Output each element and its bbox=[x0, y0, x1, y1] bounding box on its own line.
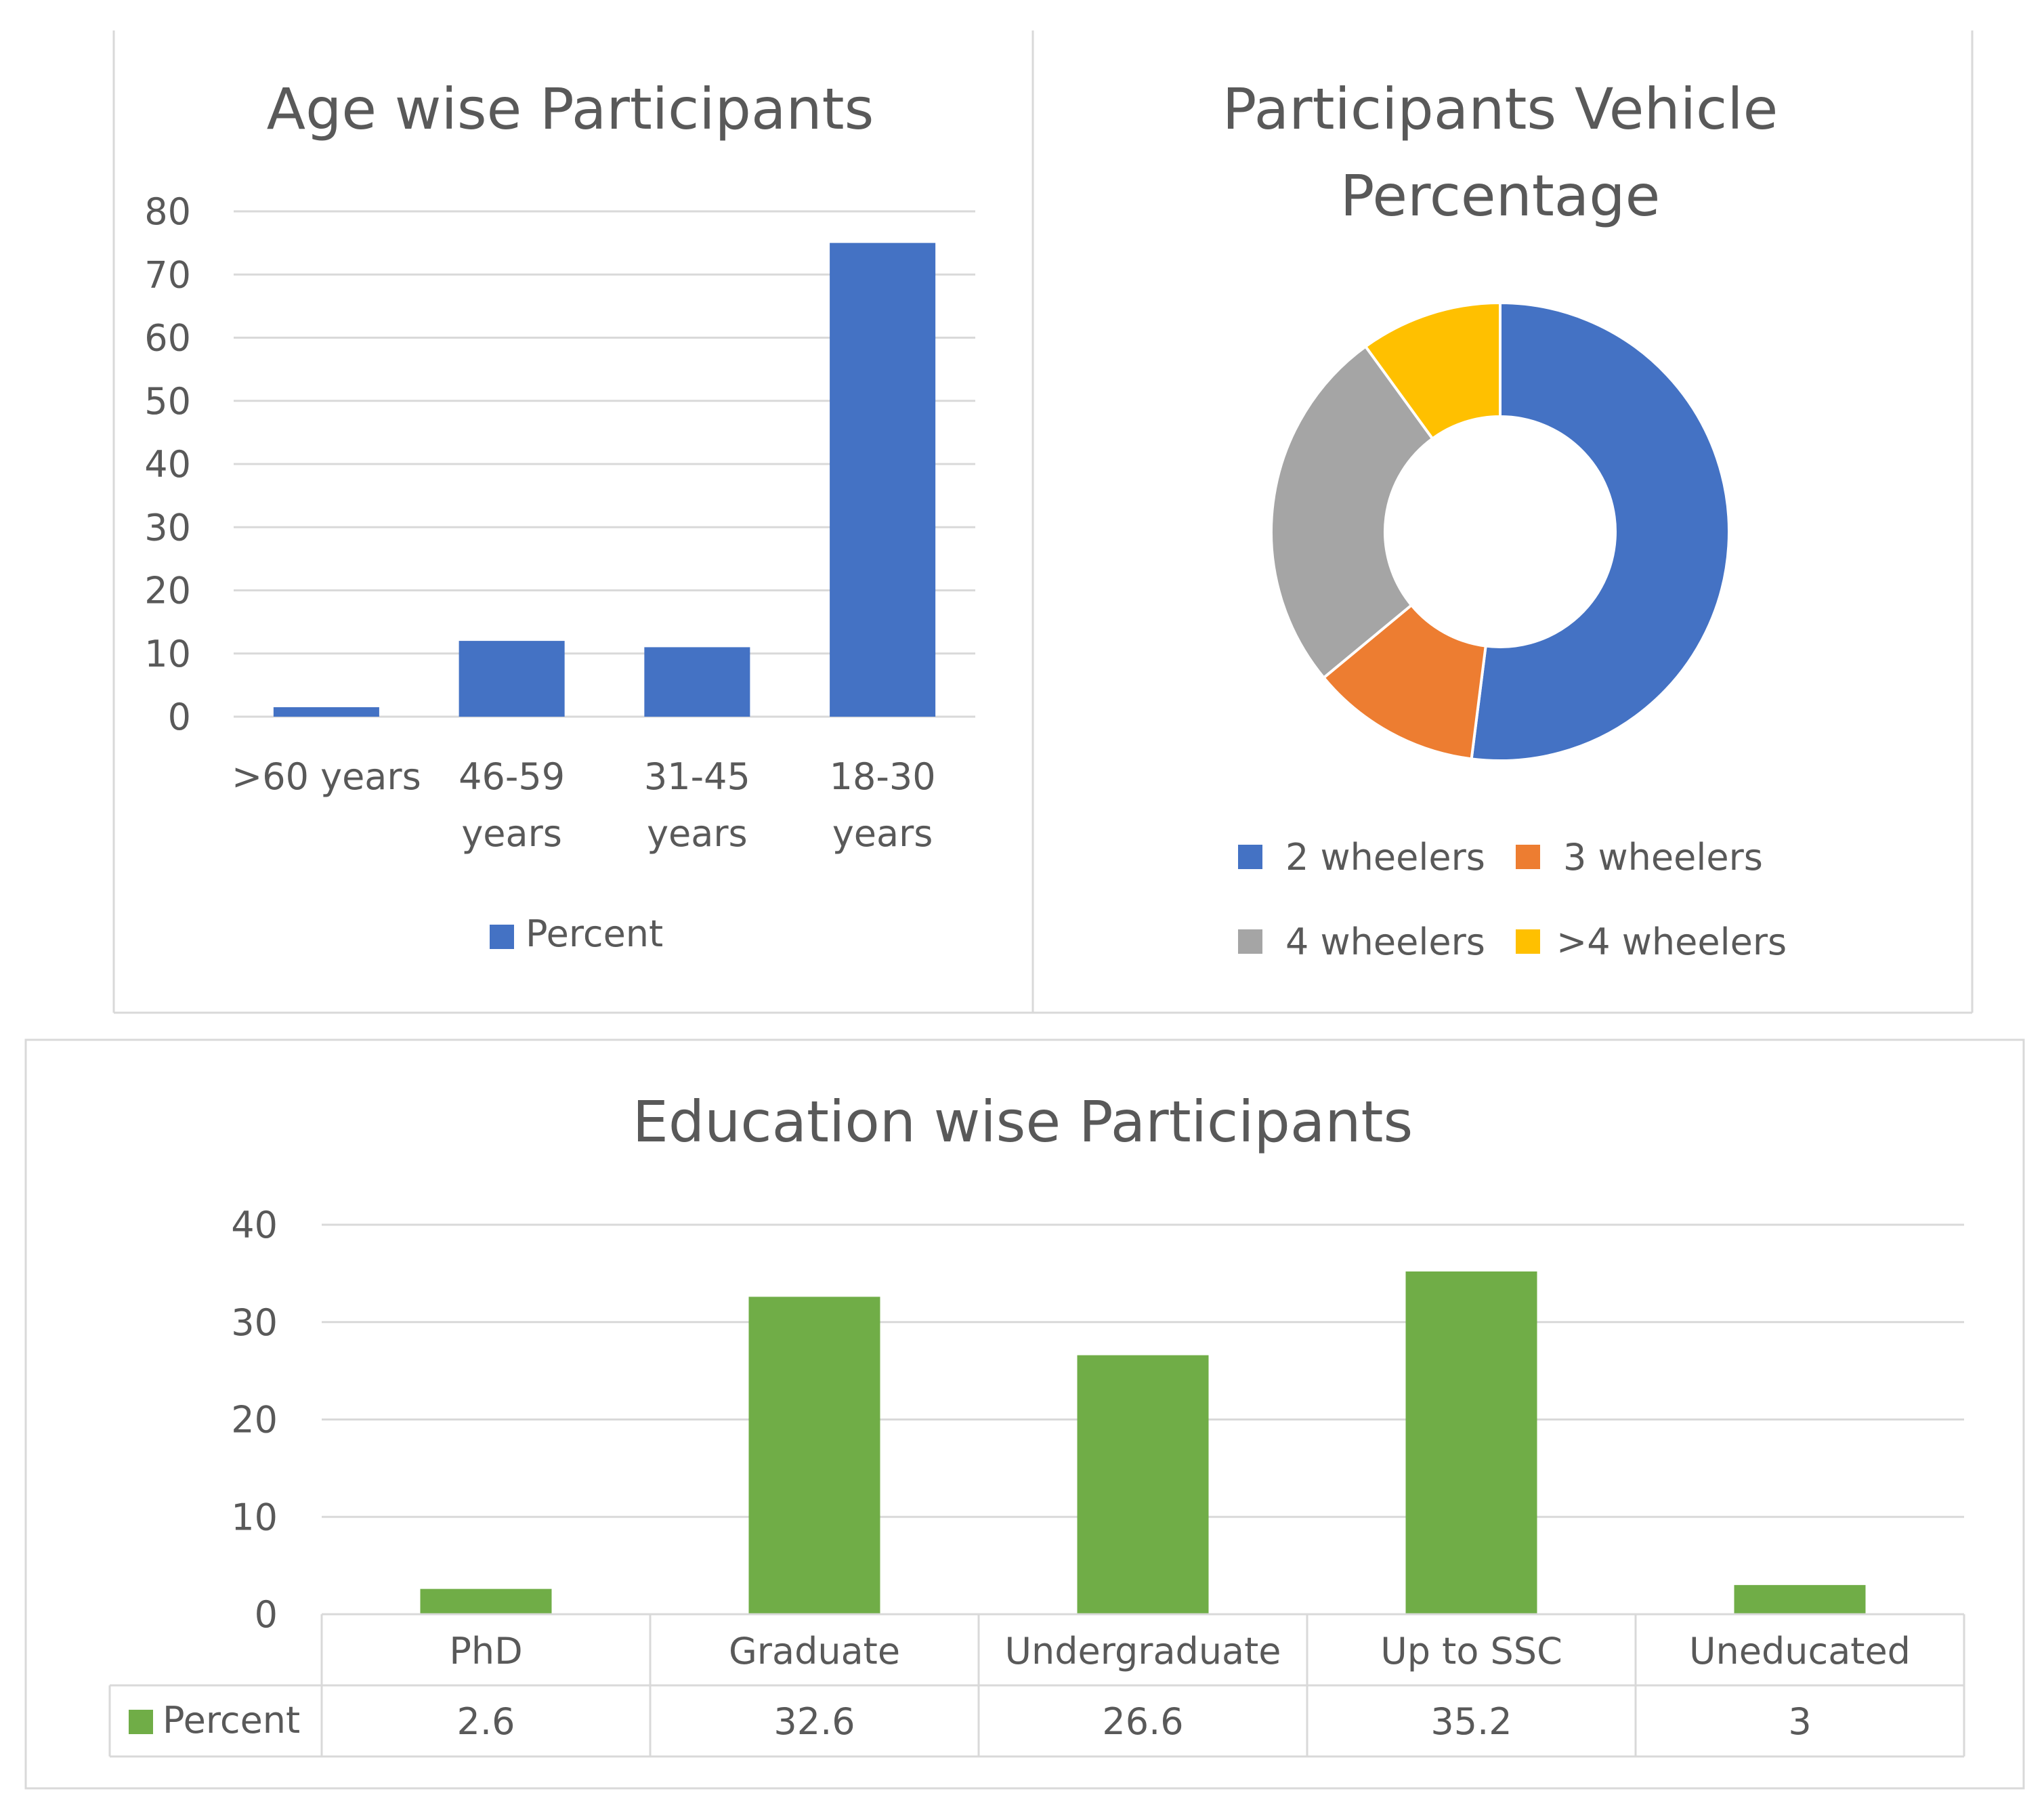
age-x-tick-label: years bbox=[832, 812, 933, 855]
age-bars bbox=[273, 243, 936, 717]
age-bar bbox=[830, 243, 936, 717]
panel-education-border bbox=[24, 1038, 2025, 1790]
education-bar bbox=[1077, 1355, 1209, 1614]
education-category-label: Uneducated bbox=[1689, 1630, 1911, 1672]
donut-slice bbox=[1321, 603, 1487, 761]
age-y-tick-label: 80 bbox=[144, 190, 191, 233]
education-chart: Education wise Participants 0 10 20 30 40 Ph… bbox=[108, 1089, 1965, 1758]
education-y-tick-label: 10 bbox=[231, 1496, 278, 1538]
education-y-tick-label: 20 bbox=[231, 1399, 278, 1441]
age-x-tick-label: 46-59 bbox=[459, 755, 565, 798]
vehicle-chart: Participants Vehicle Percentage 2 wheele… bbox=[1222, 76, 1787, 963]
vehicle-legend-swatch bbox=[1516, 845, 1540, 869]
education-table-value: 2.6 bbox=[457, 1700, 515, 1743]
education-bar bbox=[1405, 1271, 1537, 1614]
age-x-ticks: >60 years 46-59 years 31-45 years 18-30 years bbox=[232, 755, 936, 855]
age-bar bbox=[273, 707, 379, 717]
age-chart: Age wise Participants 01020304050607080 … bbox=[144, 76, 975, 955]
donut-slice bbox=[1363, 301, 1502, 441]
education-table-value: 32.6 bbox=[773, 1700, 855, 1743]
education-y-tick-label: 0 bbox=[255, 1593, 278, 1636]
vehicle-legend: 2 wheelers 3 wheelers 4 wheelers >4 wheeler… bbox=[1238, 836, 1787, 963]
education-legend-swatch bbox=[129, 1710, 153, 1734]
education-table-value: 35.2 bbox=[1430, 1700, 1512, 1743]
age-legend-swatch bbox=[490, 925, 514, 949]
education-bars bbox=[420, 1271, 1866, 1614]
education-category-label: Undergraduate bbox=[1004, 1630, 1281, 1672]
age-y-tick-label: 30 bbox=[144, 506, 191, 549]
education-bar bbox=[420, 1588, 552, 1614]
vehicle-legend-swatch bbox=[1238, 929, 1262, 954]
vehicle-legend-label: 2 wheelers bbox=[1285, 836, 1485, 879]
education-legend-label: Percent bbox=[163, 1699, 300, 1742]
age-x-tick-label: 18-30 bbox=[830, 755, 936, 798]
education-chart-title: Education wise Participants bbox=[633, 1089, 1413, 1155]
vehicle-legend-swatch bbox=[1516, 929, 1540, 954]
age-bar bbox=[644, 647, 750, 717]
education-y-tick-label: 40 bbox=[231, 1204, 278, 1246]
vehicle-chart-title-line-1: Participants Vehicle bbox=[1222, 76, 1779, 142]
education-y-ticks: 0 10 20 30 40 bbox=[231, 1204, 278, 1636]
age-x-tick-label: 31-45 bbox=[644, 755, 750, 798]
age-chart-title: Age wise Participants bbox=[267, 76, 874, 142]
age-bar bbox=[459, 641, 565, 717]
age-legend-label: Percent bbox=[526, 912, 663, 955]
age-x-tick-label: years bbox=[647, 812, 748, 855]
donut-slice bbox=[1470, 301, 1731, 762]
education-category-label: PhD bbox=[449, 1630, 522, 1672]
age-y-tick-label: 50 bbox=[144, 380, 191, 423]
age-y-tick-label: 40 bbox=[144, 443, 191, 486]
age-y-tick-label: 60 bbox=[144, 317, 191, 360]
education-bar bbox=[1734, 1584, 1866, 1614]
age-y-tick-label: 0 bbox=[168, 696, 191, 738]
education-table-value: 26.6 bbox=[1102, 1700, 1183, 1743]
education-table-value: 3 bbox=[1788, 1700, 1811, 1743]
age-y-tick-label: 70 bbox=[144, 253, 191, 296]
vehicle-legend-label: 4 wheelers bbox=[1285, 921, 1485, 963]
age-y-tick-label: 20 bbox=[144, 570, 191, 612]
age-x-tick-label: >60 years bbox=[232, 755, 421, 798]
vehicle-legend-label: 3 wheelers bbox=[1563, 836, 1763, 879]
vehicle-legend-label: >4 wheelers bbox=[1556, 921, 1787, 963]
education-data-table: PhD 2.6 Graduate 32.6 Undergraduate 26.6 Up to… bbox=[108, 1613, 1965, 1758]
age-x-tick-label: years bbox=[461, 812, 562, 855]
vehicle-donut bbox=[1270, 301, 1731, 762]
donut-slice bbox=[1270, 344, 1434, 680]
age-y-ticks: 0 10 20 30 40 50 60 70 80 bbox=[144, 190, 191, 738]
education-y-tick-label: 30 bbox=[231, 1301, 278, 1344]
vehicle-legend-swatch bbox=[1238, 845, 1262, 869]
education-category-label: Up to SSC bbox=[1380, 1630, 1562, 1672]
education-category-label: Graduate bbox=[729, 1630, 900, 1672]
education-bar bbox=[748, 1297, 880, 1614]
vehicle-chart-title-line-2: Percentage bbox=[1340, 163, 1661, 229]
age-y-tick-label: 10 bbox=[144, 633, 191, 675]
